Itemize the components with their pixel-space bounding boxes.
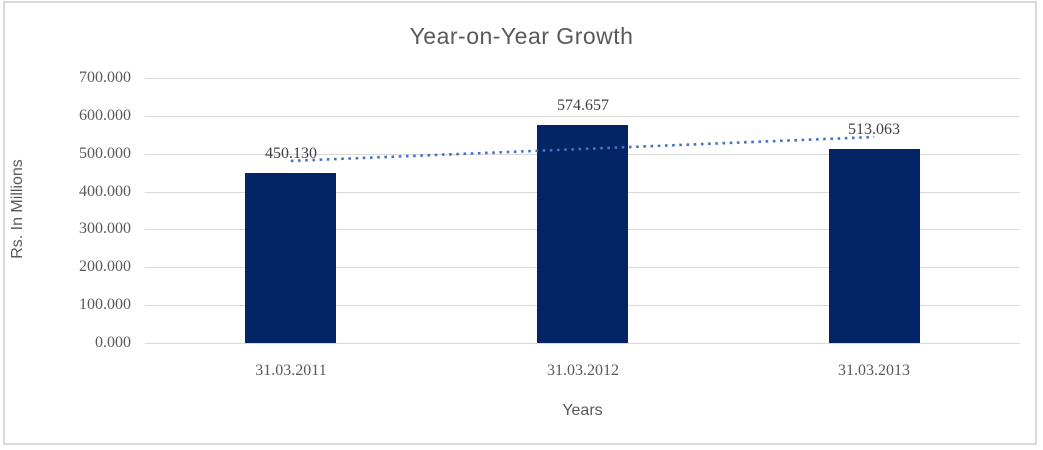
bar-31.03.2012: [537, 125, 628, 343]
y-axis-tick-label: 400.000: [79, 183, 131, 200]
y-axis-tick-label: 0.000: [95, 334, 131, 351]
y-axis-tick-label: 500.000: [79, 145, 131, 162]
y-axis-title: Rs. In Millions: [9, 159, 26, 259]
bar-data-label: 450.130: [265, 145, 317, 162]
y-axis-tick-label: 300.000: [79, 220, 131, 237]
x-axis-category-label: 31.03.2013: [838, 362, 910, 379]
y-axis-tick-label: 100.000: [79, 296, 131, 313]
bar-31.03.2011: [245, 173, 336, 343]
y-gridline: [145, 343, 1020, 344]
y-gridline: [145, 78, 1020, 79]
x-axis-title: Years: [562, 402, 603, 419]
x-axis-category-label: 31.03.2011: [255, 362, 327, 379]
y-axis-tick-label: 700.000: [79, 69, 131, 86]
bar-data-label: 513.063: [848, 121, 900, 138]
x-axis-category-label: 31.03.2012: [547, 362, 619, 379]
chart-title: Year-on-Year Growth: [409, 23, 634, 49]
bar-data-label: 574.657: [557, 97, 609, 114]
y-gridline: [145, 116, 1020, 117]
y-axis-tick-label: 200.000: [79, 258, 131, 275]
y-axis-tick-label: 600.000: [79, 107, 131, 124]
bar-31.03.2013: [829, 149, 920, 343]
